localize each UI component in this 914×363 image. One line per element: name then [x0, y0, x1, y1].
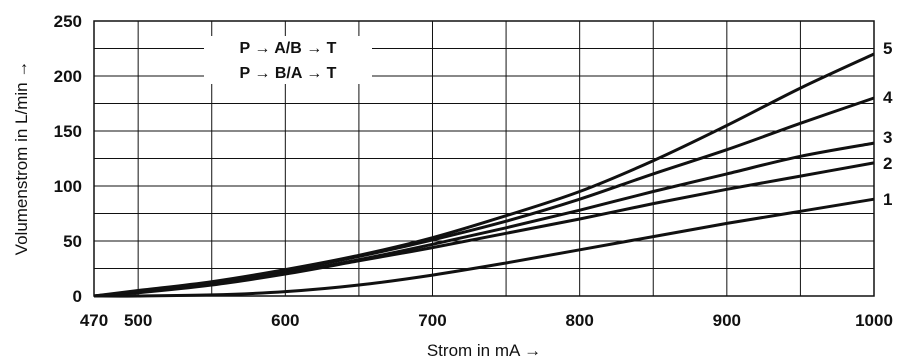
series-label-1: 1: [883, 190, 892, 209]
series-curves: [93, 52, 875, 298]
x-tick-label: 600: [271, 311, 299, 330]
annotation-2: P → B/A → T: [240, 65, 337, 82]
x-tick-label: 500: [124, 311, 152, 330]
x-tick-label: 470: [80, 311, 108, 330]
y-tick-label: 150: [54, 122, 82, 141]
y-tick-label: 250: [54, 12, 82, 31]
series-label-4: 4: [883, 88, 893, 107]
series-curve-2: [93, 161, 875, 298]
x-tick-label: 800: [565, 311, 593, 330]
annotation-1: P → A/B → T: [240, 40, 337, 57]
y-tick-label: 200: [54, 67, 82, 86]
series-label-5: 5: [883, 39, 892, 58]
y-tick-label: 0: [73, 287, 82, 306]
x-tick-labels: 470 500 600 700 800 900 1000: [80, 311, 893, 330]
series-curve-1: [93, 197, 875, 298]
y-tick-label: 100: [54, 177, 82, 196]
plot-frame: [93, 20, 875, 297]
x-tick-label: 900: [713, 311, 741, 330]
annotation-box: P → A/B → T P → B/A → T: [204, 36, 372, 84]
x-axis-label: Strom in mA →: [427, 341, 541, 360]
x-tick-label: 1000: [855, 311, 893, 330]
x-tick-label: 700: [418, 311, 446, 330]
y-tick-label: 50: [63, 232, 82, 251]
y-axis-label: Volumenstrom in L/min →: [12, 61, 31, 256]
series-curve-5: [93, 52, 875, 298]
series-label-2: 2: [883, 154, 892, 173]
series-label-3: 3: [883, 128, 892, 147]
y-tick-labels: 0 50 100 150 200 250: [54, 12, 82, 306]
series-labels: 1 2 3 4 5: [883, 39, 893, 209]
